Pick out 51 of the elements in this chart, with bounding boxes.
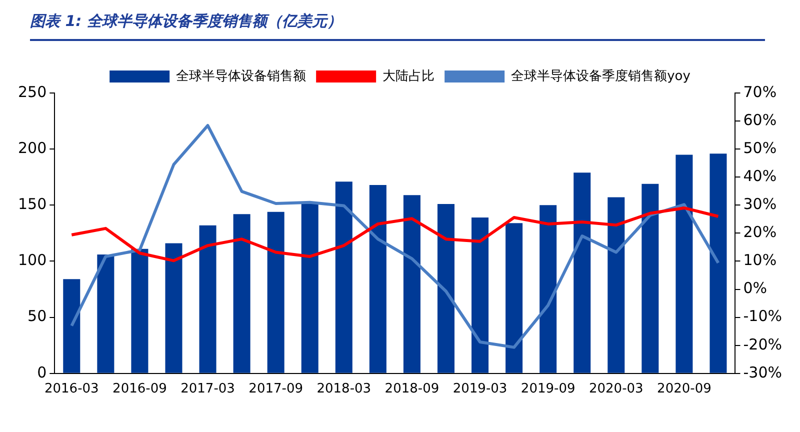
bar xyxy=(233,214,250,373)
y2-tick-label: -10% xyxy=(743,307,782,326)
bar xyxy=(97,254,114,373)
x-tick-label: 2018-03 xyxy=(316,382,372,397)
legend-label: 全球半导体设备季度销售额yoy xyxy=(511,68,691,84)
bar xyxy=(710,154,727,373)
bar xyxy=(403,195,420,373)
bar xyxy=(131,248,148,373)
bar xyxy=(335,182,352,373)
bar xyxy=(540,205,557,373)
bar xyxy=(676,154,693,373)
y2-tick-label: -30% xyxy=(743,363,782,382)
bar xyxy=(199,225,216,373)
y2-tick-label: 10% xyxy=(743,251,777,270)
x-tick-label: 2016-09 xyxy=(112,382,167,397)
legend-label: 全球半导体设备销售额 xyxy=(176,68,306,84)
legend-label: 大陆占比 xyxy=(382,68,435,84)
bar xyxy=(63,279,80,373)
y-tick-label: 0 xyxy=(37,363,47,382)
x-tick-label: 2019-09 xyxy=(520,382,576,397)
x-tick-label: 2016-03 xyxy=(44,382,99,397)
bar xyxy=(642,184,659,373)
y2-tick-label: 30% xyxy=(743,195,777,214)
y2-tick-label: 0% xyxy=(743,279,768,298)
x-tick-label: 2017-03 xyxy=(180,382,235,397)
x-tick-label: 2017-09 xyxy=(248,382,303,397)
bar xyxy=(165,243,182,373)
bar xyxy=(506,223,523,373)
x-tick-label: 2018-09 xyxy=(384,382,440,397)
bar xyxy=(574,172,591,373)
x-tick-label: 2020-09 xyxy=(657,382,712,397)
x-tick-label: 2020-03 xyxy=(588,382,644,397)
bar xyxy=(301,202,318,373)
y2-tick-label: 20% xyxy=(743,223,777,242)
y-tick-label: 250 xyxy=(18,82,47,101)
y2-tick-label: -20% xyxy=(743,335,782,354)
y2-tick-label: 50% xyxy=(743,138,777,157)
bar xyxy=(608,197,625,373)
x-tick-label: 2019-03 xyxy=(452,382,508,397)
y2-tick-label: 40% xyxy=(743,167,777,186)
y-tick-label: 100 xyxy=(18,251,47,270)
chart-title: 图表 1: 全球半导体设备季度销售额（亿美元） xyxy=(30,12,765,41)
bar xyxy=(369,184,386,373)
bar xyxy=(472,218,489,373)
bar xyxy=(437,204,454,373)
y-tick-label: 150 xyxy=(18,195,47,214)
y2-tick-label: 60% xyxy=(743,110,777,129)
bar xyxy=(267,212,284,373)
y2-tick-label: 70% xyxy=(743,82,777,101)
y-tick-label: 50 xyxy=(28,307,47,326)
y-tick-label: 200 xyxy=(18,138,47,157)
